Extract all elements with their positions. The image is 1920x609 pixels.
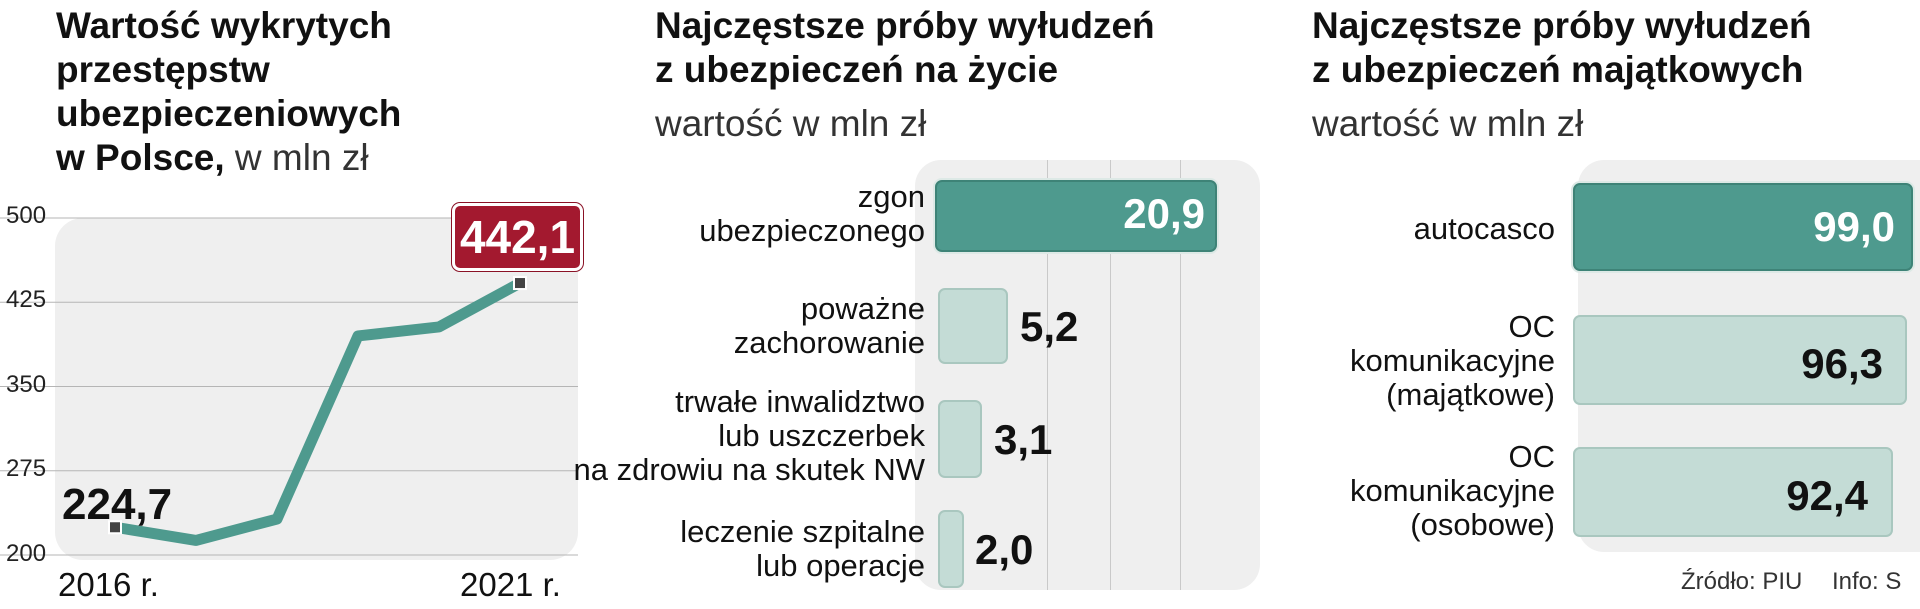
property-bar-label: OC komunikacyjne (majątkowe) xyxy=(1300,310,1555,412)
line-start-label: 224,7 xyxy=(62,480,173,529)
x-label-last: 2021 r. xyxy=(460,566,561,603)
line-chart-panel xyxy=(55,218,578,560)
property-bar xyxy=(1573,447,1893,537)
x-label-first: 2016 r. xyxy=(58,566,159,603)
label-line: na zdrowiu na skutek NW xyxy=(573,452,925,487)
line-point-marker xyxy=(108,520,122,535)
life-bar-value: 5,2 xyxy=(1020,303,1079,350)
label-line: ubezpieczonego xyxy=(699,213,925,248)
line-title-unit: w mln zł xyxy=(224,137,369,178)
label-line: zgon xyxy=(857,179,925,214)
property-chart-subtitle: wartość w mln zł xyxy=(1312,103,1584,144)
life-bar xyxy=(938,510,964,588)
life-gridline xyxy=(1047,160,1048,590)
label-line: (majątkowe) xyxy=(1386,377,1555,412)
life-chart-subtitle: wartość w mln zł xyxy=(655,103,927,144)
property-bar-value: 96,3 xyxy=(1801,340,1883,387)
line-point-marker xyxy=(513,276,527,291)
line-series xyxy=(109,277,526,546)
label-line: autocasco xyxy=(1413,211,1555,246)
label-line: trwałe inwalidztwo xyxy=(675,384,925,419)
property-bar-value: 99,0 xyxy=(1813,203,1895,250)
life-chart-title: Najczęstsze próby wyłudzeń z ubezpieczeń… xyxy=(655,4,1255,92)
label-line: OC xyxy=(1508,309,1556,344)
life-bar-label: leczenie szpitalne lub operacje xyxy=(560,515,925,583)
property-title-line-2: z ubezpieczeń majątkowych xyxy=(1312,49,1804,90)
label-line: (osobowe) xyxy=(1410,507,1555,542)
y-tick-500: 500 xyxy=(6,202,47,229)
line-title-line-3: ubezpieczeniowych xyxy=(56,93,402,134)
line-chart-title: Wartość wykrytych przestępstw ubezpiecze… xyxy=(56,4,476,180)
label-line: lub uszczerbek xyxy=(718,418,925,453)
life-gridline xyxy=(1180,160,1181,590)
life-bar-value: 2,0 xyxy=(975,526,1034,573)
y-tick-350: 350 xyxy=(6,371,47,398)
life-gridline xyxy=(1110,160,1111,590)
life-bar-value: 3,1 xyxy=(994,416,1053,463)
life-bar-label: poważne zachorowanie xyxy=(560,292,925,360)
label-line: poważne xyxy=(800,291,925,326)
label-line: zachorowanie xyxy=(733,325,925,360)
label-line: leczenie szpitalne xyxy=(680,514,925,549)
y-tick-425: 425 xyxy=(6,286,47,313)
property-bar-label: OC komunikacyjne (osobowe) xyxy=(1300,440,1555,542)
info-note: Info: S xyxy=(1832,568,1902,595)
y-tick-200: 200 xyxy=(6,540,47,567)
life-bar-value: 20,9 xyxy=(1123,190,1205,237)
property-title-line-1: Najczęstsze próby wyłudzeń xyxy=(1312,5,1812,46)
life-bar-label: trwałe inwalidztwo lub uszczerbek na zdr… xyxy=(460,385,925,487)
property-bar xyxy=(1573,183,1913,271)
line-title-line-4: w Polsce, w mln zł xyxy=(56,136,476,180)
property-chart-title: Najczęstsze próby wyłudzeń z ubezpieczeń… xyxy=(1312,4,1920,92)
label-line: OC xyxy=(1508,439,1556,474)
label-line: komunikacyjne xyxy=(1349,343,1555,378)
label-line: lub operacje xyxy=(756,548,925,583)
life-title-line-2: z ubezpieczeń na życie xyxy=(655,49,1059,90)
line-title-line-1: Wartość wykrytych xyxy=(56,5,392,46)
property-bar-label: autocasco xyxy=(1300,212,1555,246)
life-title-line-1: Najczęstsze próby wyłudzeń xyxy=(655,5,1155,46)
label-line: komunikacyjne xyxy=(1349,473,1555,508)
life-bar-label: zgon ubezpieczonego xyxy=(560,180,925,248)
line-title-line-2: przestępstw xyxy=(56,49,270,90)
property-bar-value: 92,4 xyxy=(1786,472,1868,519)
life-bar xyxy=(938,288,1008,364)
property-bar xyxy=(1573,315,1907,405)
source-note: Źródło: PIU xyxy=(1681,568,1803,595)
line-title-bold: w Polsce, xyxy=(56,137,225,178)
y-tick-275: 275 xyxy=(6,455,47,482)
life-bar xyxy=(935,180,1217,252)
life-bar xyxy=(938,400,982,478)
line-end-label: 442,1 xyxy=(452,203,583,271)
